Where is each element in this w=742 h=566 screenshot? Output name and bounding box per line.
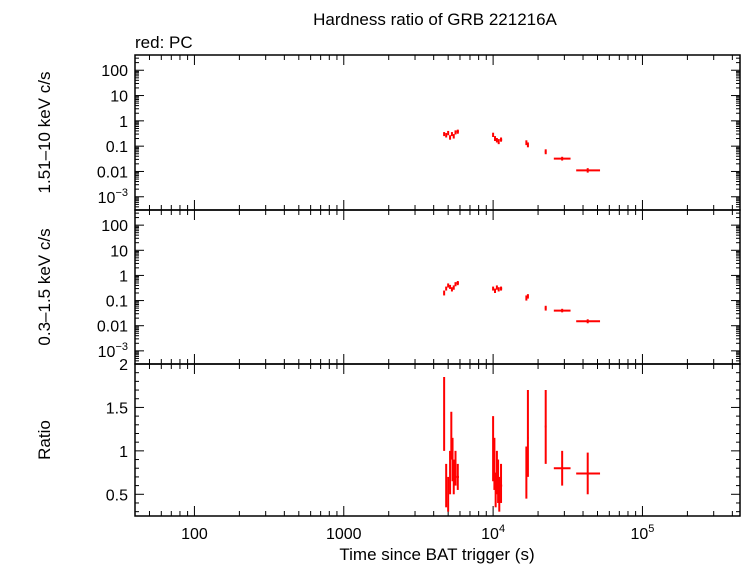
data-point: [553, 156, 571, 161]
y-tick-label: 0.1: [106, 294, 128, 311]
data-point: [544, 149, 547, 155]
panel-soft-band: 100 10 1 0.1 0.01 10−3 0.3–1.5 keV c/s: [35, 209, 741, 365]
data-point: [544, 305, 547, 311]
plot-frame: [134, 363, 741, 517]
data-point: [494, 136, 497, 141]
y-tick-label: 100: [101, 218, 128, 235]
data-point: [445, 463, 448, 508]
data-point: [498, 476, 501, 512]
y-tick-label: 2: [119, 357, 128, 374]
data-point: [492, 132, 495, 138]
data-point: [553, 450, 571, 486]
data-point: [443, 290, 446, 296]
y-axis-label: Ratio: [35, 420, 54, 460]
data-point: [449, 135, 452, 140]
data-point: [456, 463, 459, 490]
data-point: [449, 450, 452, 495]
y-tick-label: 1: [119, 444, 128, 461]
data-point: [454, 282, 457, 287]
data-point: [495, 285, 498, 290]
data-point: [492, 286, 495, 291]
data-point: [443, 377, 446, 451]
data-point: [499, 463, 503, 503]
data-point: [456, 281, 459, 286]
y-tick-label: 1: [119, 268, 128, 285]
data-point: [454, 130, 457, 135]
x-axis-label: Time since BAT trigger (s): [339, 545, 534, 564]
data-point: [576, 452, 601, 495]
data-point: [447, 476, 450, 512]
y-tick-label: 10: [110, 243, 128, 260]
data-point: [526, 294, 529, 299]
data-point: [447, 283, 450, 288]
data-point: [525, 446, 528, 499]
data-point: [450, 132, 453, 137]
plot-frame: [134, 54, 741, 211]
chart-title: Hardness ratio of GRB 221216A: [313, 10, 557, 29]
x-tick-label: 104: [481, 523, 505, 543]
data-point: [452, 285, 455, 290]
data-point: [544, 390, 547, 464]
y-tick-label: 100: [101, 63, 128, 80]
y-tick-label: 10−3: [98, 341, 128, 361]
data-point: [450, 287, 453, 292]
data-point: [499, 137, 503, 142]
panel-ratio: 2 1.5 1 0.5 Ratio 100 1000 104 105: [35, 357, 741, 543]
data-point: [497, 139, 500, 145]
data-point: [576, 319, 601, 324]
data-point: [450, 411, 453, 460]
data-point: [452, 134, 455, 139]
data-point: [456, 129, 459, 134]
y-tick-label: 10−3: [98, 187, 128, 207]
y-axis-label: 0.3–1.5 keV c/s: [35, 228, 54, 345]
data-point: [452, 459, 455, 495]
panel-hard-band: 100 10 1 0.1 0.01 10−3 1.51–10 keV c/s: [35, 54, 741, 211]
y-tick-label: 0.01: [97, 319, 128, 336]
data-point: [443, 132, 446, 137]
data-point: [526, 142, 529, 148]
data-point: [494, 288, 497, 293]
data-point: [493, 437, 496, 490]
x-tick-label: 100: [181, 526, 208, 543]
data-point: [445, 286, 448, 291]
data-point: [454, 450, 457, 486]
x-tick-label: 105: [630, 523, 654, 543]
data-point: [576, 168, 601, 173]
data-point: [499, 286, 503, 291]
data-point: [447, 130, 450, 136]
x-tick-label: 1000: [326, 526, 362, 543]
y-tick-label: 0.5: [106, 487, 128, 504]
data-point: [495, 138, 498, 143]
data-point: [497, 287, 500, 292]
y-tick-label: 0.01: [97, 164, 128, 181]
data-point: [526, 390, 529, 477]
data-point: [553, 308, 571, 313]
y-tick-label: 0.1: [106, 139, 128, 156]
y-tick-label: 1.5: [106, 400, 128, 417]
y-axis-label: 1.51–10 keV c/s: [35, 72, 54, 194]
y-tick-label: 10: [110, 89, 128, 106]
legend-note: red: PC: [135, 33, 193, 52]
y-tick-label: 1: [119, 114, 128, 131]
data-point: [445, 133, 448, 138]
plot-frame: [134, 209, 741, 365]
data-point: [525, 295, 528, 301]
data-point: [449, 284, 452, 289]
data-point: [525, 140, 528, 146]
